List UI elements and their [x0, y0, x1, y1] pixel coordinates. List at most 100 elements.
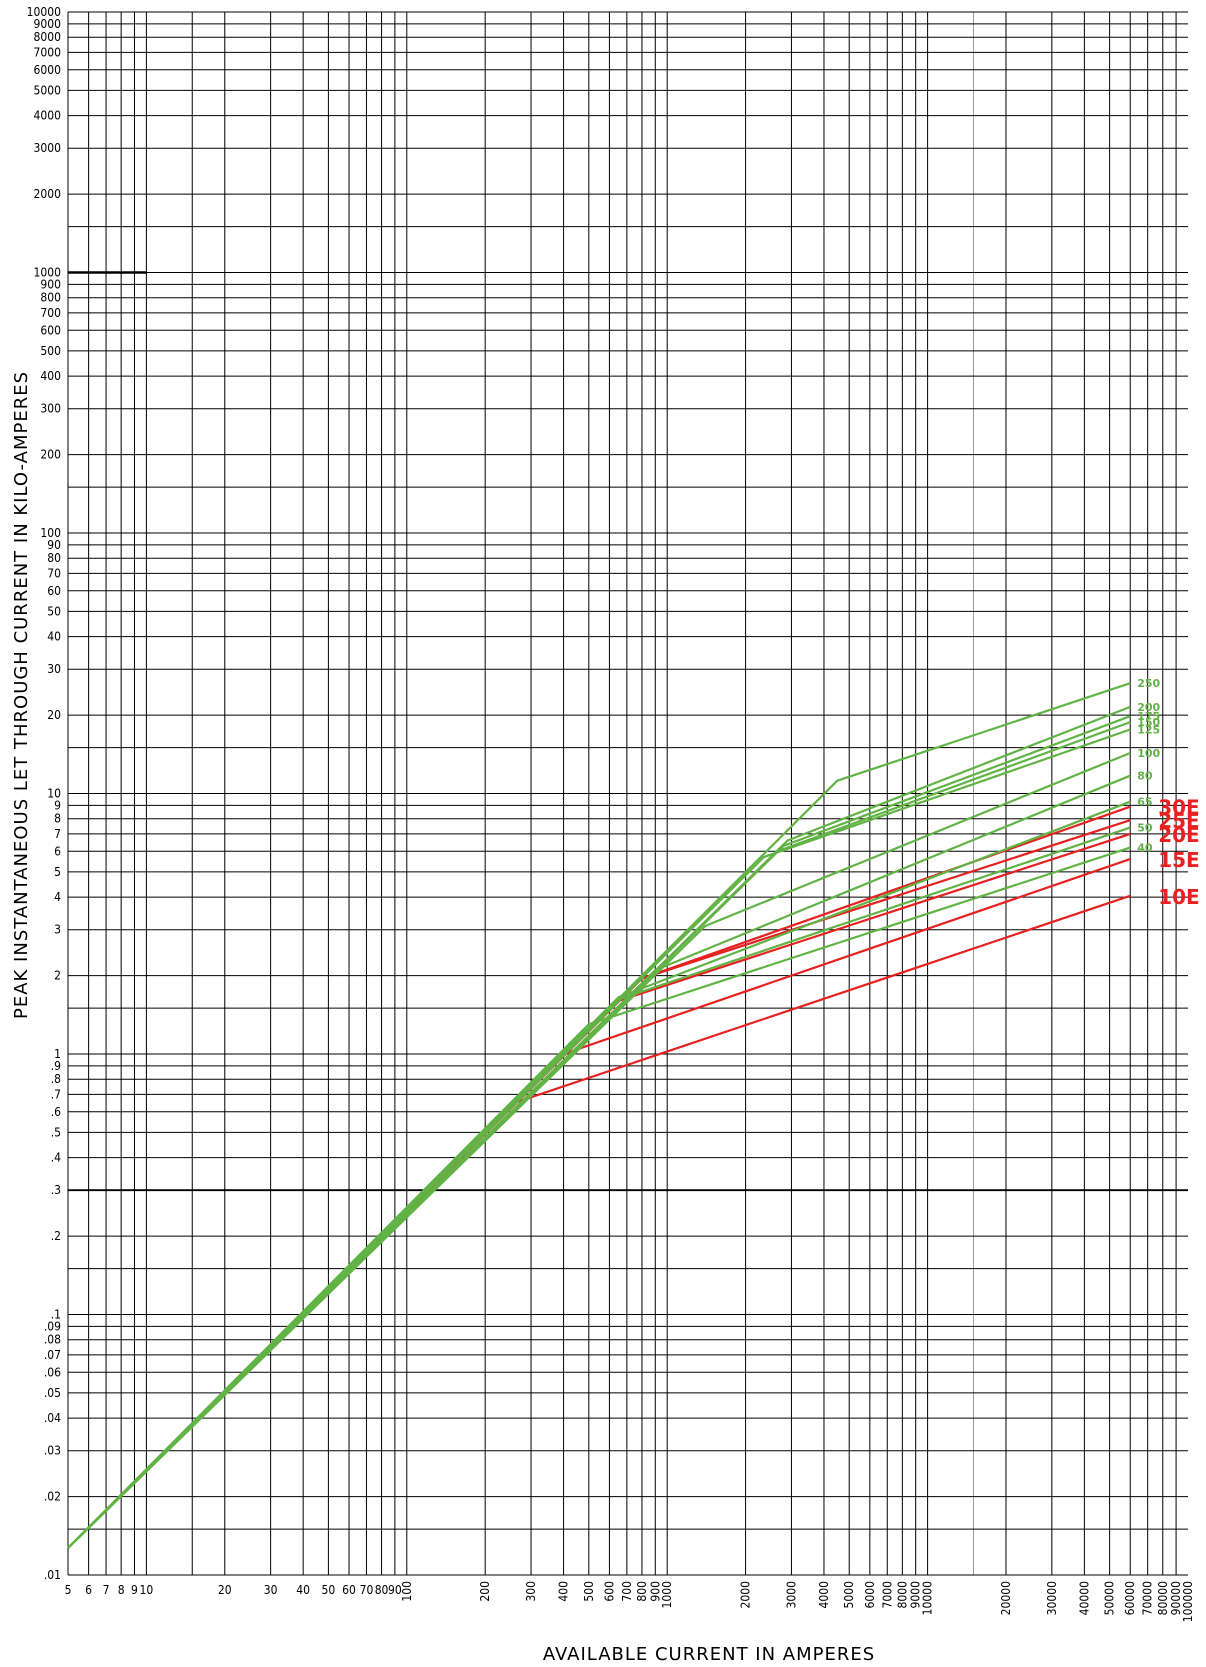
- y-tick-label: .05: [44, 1386, 61, 1400]
- y-tick-label: 10: [47, 787, 61, 801]
- y-tick-label: 7: [54, 827, 61, 841]
- y-tick-label: 5000: [34, 83, 62, 97]
- x-tick-label: 70: [360, 1583, 374, 1597]
- series-label-40: 40: [1137, 842, 1153, 855]
- series-label-25E: 25E: [1158, 809, 1200, 833]
- x-tick-label: 4000: [817, 1581, 831, 1609]
- x-tick-label: 2000: [739, 1581, 753, 1609]
- series-label-100: 100: [1137, 747, 1160, 760]
- x-tick-label: 6: [85, 1583, 92, 1597]
- x-tick-label: 10000: [921, 1581, 935, 1615]
- y-tick-label: 400: [40, 369, 61, 383]
- x-tick-label: 7000: [880, 1581, 894, 1609]
- y-tick-label: .02: [44, 1490, 61, 1504]
- y-tick-label: 900: [40, 277, 61, 291]
- y-tick-label: 3000: [34, 141, 62, 155]
- y-tick-label: .5: [51, 1125, 61, 1139]
- y-tick-label: 2: [54, 969, 61, 983]
- series-line-50: [67, 826, 1131, 1549]
- y-tick-label: 1: [54, 1047, 61, 1061]
- series-label-250: 250: [1137, 677, 1160, 690]
- series-label-175: 175: [1137, 710, 1160, 723]
- y-tick-label: .09: [44, 1319, 61, 1333]
- x-tick-label: 5000: [842, 1581, 856, 1609]
- x-tick-label: 50: [322, 1583, 336, 1597]
- series-label-65: 65: [1137, 796, 1152, 809]
- series-label-150: 150: [1137, 716, 1160, 729]
- series-label-15E: 15E: [1158, 848, 1200, 872]
- y-tick-label: 9000: [34, 17, 62, 31]
- series-line-40: [67, 846, 1131, 1549]
- series-label-30E: 30E: [1158, 796, 1200, 820]
- x-tick-label: 7: [103, 1583, 110, 1597]
- y-tick-label: .08: [44, 1333, 61, 1347]
- series-label-80: 80: [1137, 770, 1153, 783]
- y-tick-label: 50: [47, 604, 61, 618]
- y-tick-label: 9: [54, 798, 61, 812]
- y-tick-label: 100: [40, 526, 61, 540]
- x-tick-label: 1000: [660, 1581, 674, 1609]
- y-tick-label: 700: [40, 306, 61, 320]
- x-tick-label: 90000: [1169, 1581, 1183, 1615]
- y-tick-label: 500: [40, 344, 61, 358]
- y-tick-label: 4: [54, 890, 61, 904]
- x-tick-label: 800: [635, 1581, 649, 1602]
- x-tick-label: 600: [602, 1581, 616, 1602]
- x-tick-label: 10: [140, 1583, 154, 1597]
- x-tick-label: 60000: [1123, 1581, 1137, 1615]
- series-label-20E: 20E: [1158, 823, 1200, 847]
- y-tick-label: 8: [54, 812, 61, 826]
- y-tick-label: .06: [44, 1365, 61, 1379]
- y-tick-label: .3: [51, 1183, 61, 1197]
- y-axis-label: PEAK INSTANTANEOUS LET THROUGH CURRENT I…: [11, 371, 32, 1019]
- series-lines: [67, 682, 1131, 1549]
- y-tick-label: 70: [47, 566, 61, 580]
- series-label-50: 50: [1137, 822, 1153, 835]
- y-tick-label: .2: [51, 1229, 61, 1243]
- x-tick-label: 30: [264, 1583, 278, 1597]
- y-tick-labels: .01 .02 .03 .04 .05 .06 .07.08.09.1 .2 .3 .4 .5 .6.…: [27, 5, 61, 1582]
- x-tick-label: 400: [557, 1581, 571, 1602]
- y-tick-label: .04: [44, 1411, 61, 1425]
- y-tick-label: .9: [51, 1059, 61, 1073]
- x-tick-label: 300: [524, 1581, 538, 1602]
- y-tick-label: 20: [47, 708, 61, 722]
- y-tick-label: .6: [51, 1105, 61, 1119]
- y-tick-label: .1: [51, 1308, 61, 1322]
- x-tick-label: 9: [131, 1583, 138, 1597]
- y-tick-label: 3: [54, 923, 61, 937]
- series-label-125: 125: [1137, 724, 1160, 737]
- x-tick-label: 100000: [1181, 1581, 1195, 1622]
- y-tick-label: 60: [47, 584, 61, 598]
- y-tick-label: 5: [54, 865, 61, 879]
- x-tick-label: 80000: [1156, 1581, 1170, 1615]
- x-tick-label: 500: [582, 1581, 596, 1602]
- y-tick-label: 800: [40, 291, 61, 305]
- y-tick-label: 1000: [34, 266, 62, 280]
- x-tick-label: 900: [648, 1581, 662, 1602]
- x-tick-label: 60: [342, 1583, 356, 1597]
- series-label-200: 200: [1137, 701, 1160, 714]
- x-tick-label: 20: [218, 1583, 232, 1597]
- y-tick-label: .03: [44, 1444, 61, 1458]
- x-tick-label: 90: [388, 1583, 402, 1597]
- y-tick-label: 10000: [27, 5, 61, 19]
- x-tick-label: 9000: [909, 1581, 923, 1609]
- y-tick-label: 40: [47, 630, 61, 644]
- y-tick-label: .8: [51, 1072, 61, 1086]
- y-tick-label: 90: [47, 538, 61, 552]
- x-tick-label: 20000: [999, 1581, 1013, 1615]
- x-axis-label: AVAILABLE CURRENT IN AMPERES: [543, 1644, 875, 1665]
- y-tick-label: 600: [40, 323, 61, 337]
- y-tick-label: 2000: [34, 187, 62, 201]
- x-tick-label: 80: [375, 1583, 389, 1597]
- x-tick-label: 6000: [863, 1581, 877, 1609]
- y-tick-label: 80: [47, 551, 61, 565]
- x-tick-label: 40: [296, 1583, 310, 1597]
- x-tick-label: 3000: [784, 1581, 798, 1609]
- x-tick-label: 5: [65, 1583, 72, 1597]
- x-tick-label: 8: [118, 1583, 125, 1597]
- y-tick-label: .7: [51, 1087, 61, 1101]
